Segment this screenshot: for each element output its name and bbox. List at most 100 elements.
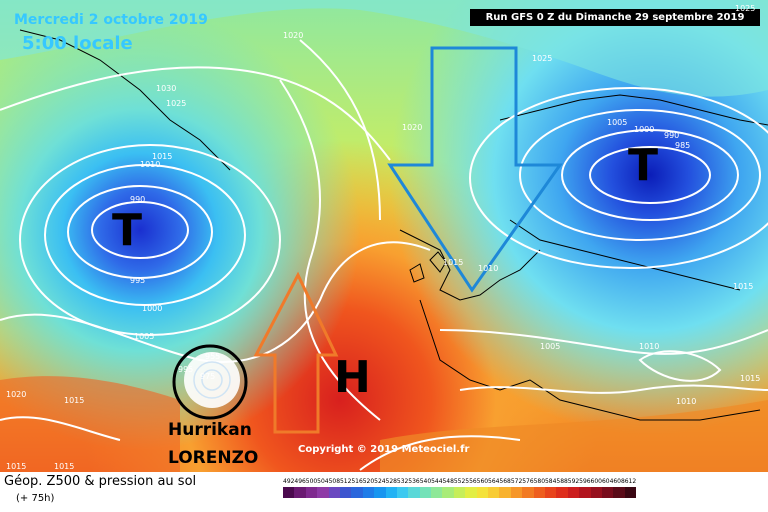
scale-label: 608 — [613, 478, 625, 485]
scale-swatch — [328, 487, 340, 498]
scale-swatch — [544, 487, 557, 498]
scale-label: 520 — [362, 478, 375, 485]
scale-label: 612 — [624, 478, 637, 485]
scale-swatch — [283, 487, 295, 498]
low-pressure-atlantic: T — [112, 205, 143, 256]
run-info: Run GFS 0 Z du Dimanche 29 septembre 201… — [470, 9, 760, 26]
scale-label: 536 — [408, 478, 420, 485]
scale-label: 492 — [283, 478, 295, 485]
scale-label: 604 — [601, 478, 614, 485]
isobar-label: 1015 — [443, 258, 464, 267]
high-pressure-atlantic: H — [334, 352, 371, 403]
isobar-label: 1015 — [733, 282, 754, 291]
isobar-label: 1010 — [478, 264, 499, 273]
scale-label: 512 — [339, 478, 352, 485]
scale-label: 556 — [465, 478, 477, 485]
isobar-label: 975 — [200, 372, 216, 381]
isobar-label: 990 — [130, 195, 146, 204]
scale-swatch — [567, 487, 580, 498]
scale-swatch — [601, 487, 614, 498]
scale-swatch — [351, 487, 363, 498]
scale-label: 592 — [567, 478, 580, 485]
isobar-label: 985 — [675, 141, 691, 150]
scale-swatch — [305, 487, 318, 498]
hurricane-label: Hurrikan LORENZO — [168, 416, 258, 472]
forecast-date: Mercredi 2 octobre 2019 — [14, 12, 208, 28]
scale-labels: 492 496 500 504 508 512 516 520 524 528 532 536 540 5… — [283, 478, 636, 485]
scale-label: 600 — [590, 478, 602, 485]
hurricane-label-line2: LORENZO — [168, 448, 259, 468]
scale-swatch — [317, 487, 329, 498]
isobar-label: 1015 — [740, 374, 761, 383]
scale-swatch — [442, 487, 454, 498]
isobar-label: 1015 — [152, 152, 173, 161]
scale-swatch — [465, 487, 477, 498]
scale-swatch — [362, 487, 375, 498]
scale-swatch — [419, 487, 432, 498]
scale-label: 528 — [385, 478, 397, 485]
scale-swatch — [431, 487, 443, 498]
isobar-label: 990 — [664, 131, 680, 140]
scale-swatch — [590, 487, 602, 498]
cold-air-arrow — [387, 46, 563, 293]
scale-label: 532 — [396, 478, 409, 485]
isobar-label: 955 — [205, 352, 221, 361]
isobar-label: 1010 — [140, 160, 161, 169]
isobar-label: 1025 — [735, 4, 756, 13]
color-scale: 492 496 500 504 508 512 516 520 524 528 532 536 540 5… — [283, 478, 636, 498]
isobar-label: 1020 — [6, 390, 27, 399]
copyright: Copyright © 2019 Meteociel.fr — [298, 444, 470, 455]
hurricane-marker — [172, 344, 248, 420]
isobar-label: 1025 — [532, 54, 553, 63]
isobar-label: 1030 — [156, 84, 177, 93]
scale-label: 500 — [305, 478, 318, 485]
isobar-label: 1025 — [166, 99, 187, 108]
scale-swatch — [488, 487, 500, 498]
scale-swatch — [374, 487, 386, 498]
isobar-label: 1010 — [676, 397, 697, 406]
isobar-label: 1015 — [54, 462, 75, 471]
isobar-label: 1010 — [639, 342, 660, 351]
isobar-label: 1005 — [607, 118, 628, 127]
scale-swatch — [385, 487, 397, 498]
isobar-label: 1015 — [6, 462, 27, 471]
scale-label: 524 — [374, 478, 386, 485]
local-time: 5:00 locale — [22, 33, 133, 54]
scale-swatch — [579, 487, 591, 498]
scale-label: 568 — [499, 478, 511, 485]
scale-label: 560 — [476, 478, 489, 485]
scale-label: 496 — [294, 478, 306, 485]
scale-label: 540 — [419, 478, 432, 485]
low-pressure-scandinavia: T — [628, 140, 659, 191]
map-canvas — [0, 0, 768, 472]
scale-label: 576 — [522, 478, 534, 485]
scale-label: 552 — [453, 478, 466, 485]
scale-label: 508 — [328, 478, 341, 485]
scale-swatch — [453, 487, 466, 498]
scale-colors — [283, 487, 637, 498]
isobar-label: 995 — [178, 365, 194, 374]
isobar-label: 1020 — [283, 31, 304, 40]
scale-swatch — [339, 487, 352, 498]
scale-swatch — [499, 487, 511, 498]
scale-label: 544 — [431, 478, 443, 485]
hurricane-label-line1: Hurrikan — [168, 420, 252, 440]
scale-swatch — [294, 487, 306, 498]
scale-label: 584 — [544, 478, 557, 485]
scale-swatch — [533, 487, 545, 498]
scale-label: 504 — [317, 478, 329, 485]
scale-swatch — [510, 487, 523, 498]
isobar-label: 1015 — [64, 396, 85, 405]
scale-label: 516 — [351, 478, 363, 485]
scale-label: 572 — [510, 478, 523, 485]
scale-swatch — [476, 487, 489, 498]
scale-label: 596 — [579, 478, 591, 485]
scale-swatch — [624, 487, 637, 498]
isobar-label: 1005 — [134, 332, 155, 341]
isobar-label: 1000 — [634, 125, 655, 134]
map-caption: Géop. Z500 & pression au sol — [4, 474, 197, 489]
scale-swatch — [613, 487, 625, 498]
isobar-label: 1000 — [142, 304, 163, 313]
scale-swatch — [408, 487, 420, 498]
